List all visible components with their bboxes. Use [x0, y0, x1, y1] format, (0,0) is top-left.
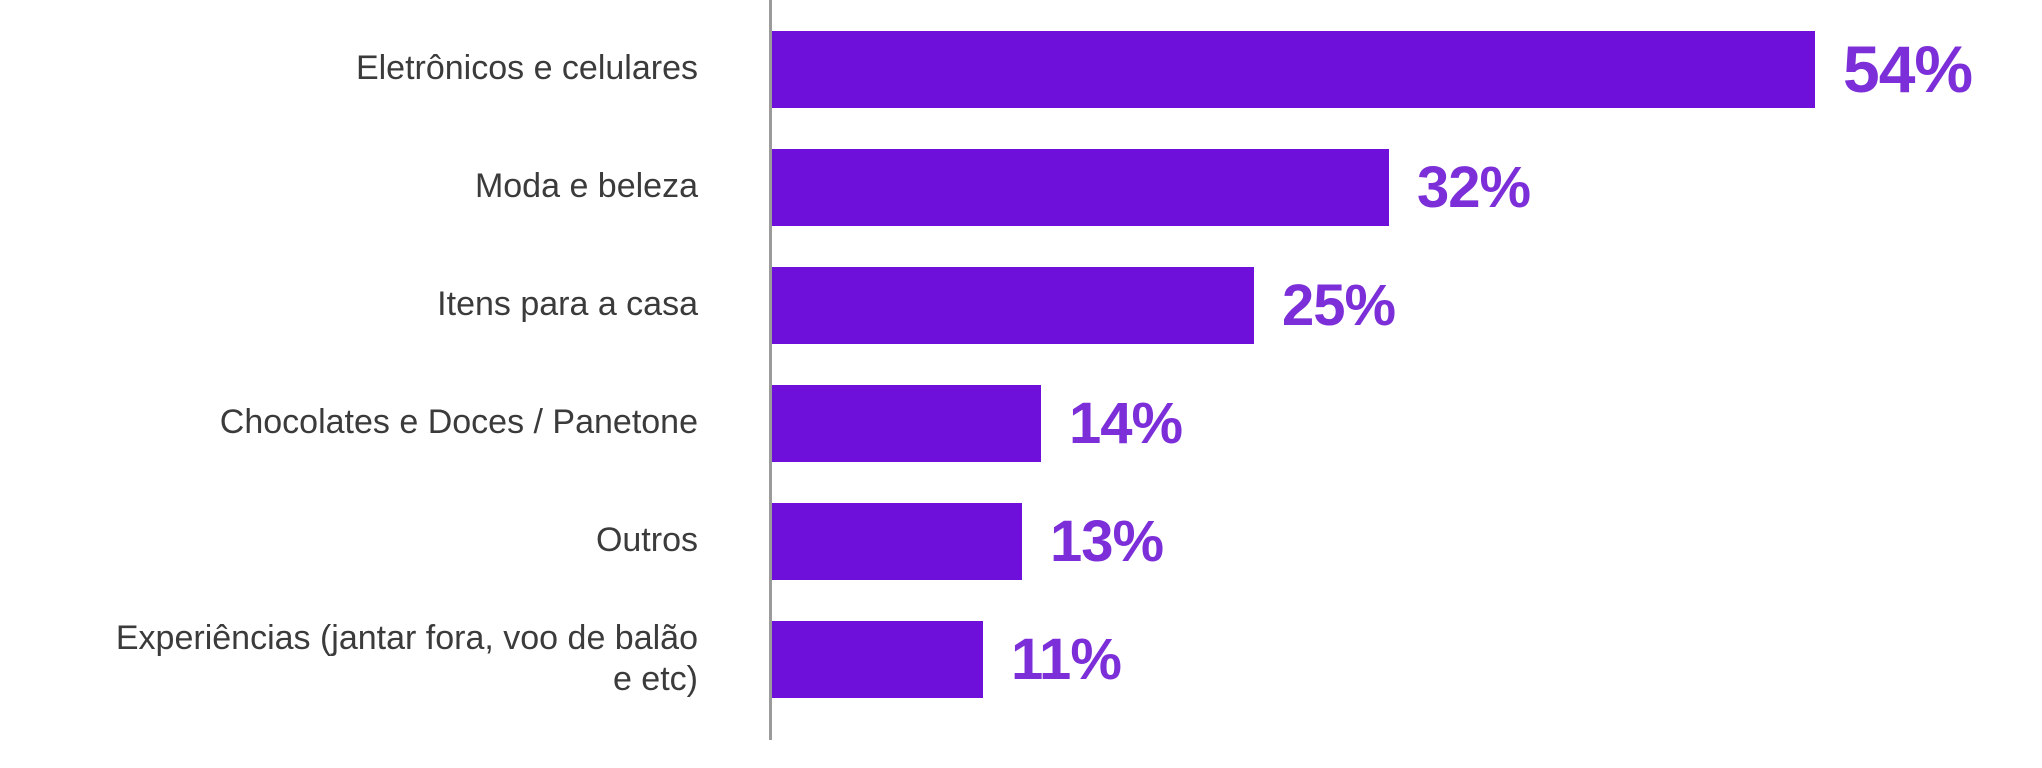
- bar: [770, 30, 1815, 108]
- chart-plot-area: Eletrônicos e celulares 54% Moda e belez…: [0, 0, 2042, 740]
- bar-row: Eletrônicos e celulares 54%: [0, 10, 2042, 128]
- bar-row: Itens para a casa 25%: [0, 246, 2042, 364]
- bar: [770, 266, 1254, 344]
- category-label: Experiências (jantar fora, voo de balão …: [115, 618, 698, 698]
- bar-row: Outros 13%: [0, 482, 2042, 600]
- y-axis-line: [769, 0, 772, 740]
- value-label: 14%: [1069, 390, 1183, 456]
- category-label: Outros: [595, 521, 698, 560]
- bar-row: Moda e beleza 32%: [0, 128, 2042, 246]
- value-label: 32%: [1417, 154, 1531, 220]
- category-label: Eletrônicos e celulares: [355, 49, 698, 88]
- bar-row: Chocolates e Doces / Panetone 14%: [0, 364, 2042, 482]
- bar: [770, 502, 1022, 580]
- value-label: 11%: [1011, 626, 1122, 692]
- category-label: Chocolates e Doces / Panetone: [219, 403, 698, 442]
- bar: [770, 384, 1041, 462]
- value-label: 54%: [1843, 32, 1973, 106]
- bar-rows: Eletrônicos e celulares 54% Moda e belez…: [0, 10, 2042, 718]
- bar: [770, 148, 1389, 226]
- value-label: 25%: [1282, 272, 1396, 338]
- bar-row: Experiências (jantar fora, voo de balão …: [0, 600, 2042, 718]
- category-label: Moda e beleza: [474, 167, 698, 206]
- bar: [770, 620, 983, 698]
- category-label: Itens para a casa: [437, 285, 698, 324]
- value-label: 13%: [1050, 508, 1164, 574]
